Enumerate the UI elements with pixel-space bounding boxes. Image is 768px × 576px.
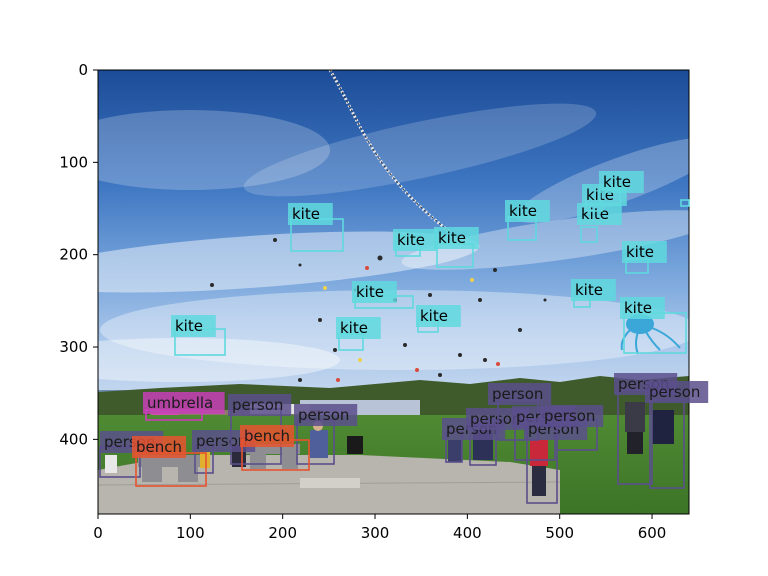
kite-label-bg bbox=[622, 241, 667, 263]
detection-kite: kite bbox=[393, 229, 438, 257]
y-tick-label: 0 bbox=[78, 61, 88, 79]
kite-label-bg bbox=[571, 279, 616, 301]
detection-umbrella: umbrella bbox=[143, 392, 225, 421]
kite-label: kite bbox=[509, 202, 537, 220]
detection-person: person bbox=[645, 381, 709, 489]
x-tick-label: 200 bbox=[268, 524, 297, 542]
kite-label-bg bbox=[288, 203, 333, 225]
person-label-bg bbox=[228, 394, 292, 416]
umbrella-label: umbrella bbox=[147, 394, 213, 412]
detection-person: person bbox=[192, 430, 256, 474]
kite-label: kite bbox=[438, 229, 466, 247]
detection-kite: kite bbox=[622, 241, 667, 274]
kite-label: kite bbox=[575, 281, 603, 299]
detection-kite bbox=[680, 199, 690, 207]
kite-label-bg bbox=[171, 315, 216, 337]
person-label: person bbox=[544, 407, 595, 425]
kite-label: kite bbox=[397, 231, 425, 249]
person-label: person bbox=[492, 385, 543, 403]
detection-kite: kite bbox=[336, 317, 381, 351]
y-tick-label: 300 bbox=[59, 338, 88, 356]
detection-bench: bench bbox=[240, 425, 310, 471]
detection-kite: kite bbox=[434, 227, 479, 268]
x-tick-label: 400 bbox=[453, 524, 482, 542]
x-tick-label: 300 bbox=[361, 524, 390, 542]
detection-person: person bbox=[488, 383, 552, 441]
person-label: person bbox=[232, 396, 283, 414]
kite-label: kite bbox=[603, 173, 631, 191]
detection-person: person bbox=[540, 405, 604, 451]
axes-frame bbox=[97, 69, 690, 515]
kite-label-bg bbox=[416, 305, 461, 327]
y-tick-label: 400 bbox=[59, 430, 88, 448]
person-label-bg bbox=[645, 381, 709, 403]
detection-kite: kite bbox=[571, 279, 616, 308]
kite-label: kite bbox=[175, 317, 203, 335]
detection-kite: kite bbox=[171, 315, 226, 356]
x-tick-label: 600 bbox=[638, 524, 667, 542]
detection-kite: kite bbox=[620, 297, 687, 354]
detection-person: person bbox=[294, 404, 358, 465]
kite-label: kite bbox=[626, 243, 654, 261]
detection-kite: kite bbox=[288, 203, 344, 252]
kite-label-bg bbox=[577, 203, 622, 225]
kite-label: kite bbox=[356, 283, 384, 301]
y-tick-label: 100 bbox=[59, 153, 88, 171]
detection-kite: kite bbox=[416, 305, 461, 333]
bench-label-bg bbox=[132, 436, 186, 458]
kite-label-bg bbox=[393, 229, 438, 251]
bench-label: bench bbox=[244, 427, 290, 445]
x-tick-label: 0 bbox=[93, 524, 103, 542]
clouds bbox=[98, 103, 689, 382]
kite-label-bg bbox=[352, 281, 397, 303]
kite-label-bg bbox=[620, 297, 665, 319]
person-label-bg bbox=[488, 383, 552, 405]
kite-label: kite bbox=[581, 205, 609, 223]
kite-label-bg bbox=[599, 171, 644, 193]
x-tick-label: 100 bbox=[176, 524, 205, 542]
detections-layer: kite kite kite kite kite kite kite kite kite kite… bbox=[99, 171, 709, 504]
kite-label-bg bbox=[505, 200, 550, 222]
detection-kite: kite bbox=[352, 281, 414, 309]
detection-kite: kite bbox=[505, 200, 550, 241]
person-label-bg bbox=[540, 405, 604, 427]
y-tick-label: 200 bbox=[59, 246, 88, 264]
kite-label: kite bbox=[624, 299, 652, 317]
person-label: person bbox=[196, 432, 247, 450]
person-label: person bbox=[649, 383, 700, 401]
person-label: person bbox=[470, 410, 521, 428]
kite-label-bg bbox=[336, 317, 381, 339]
axis-ticks: 0 100 200 300 400 500 600 0 100 200 300 400 bbox=[59, 61, 666, 542]
person-label-bg bbox=[294, 404, 358, 426]
kite-bbox bbox=[580, 226, 598, 243]
detection-kite: kite bbox=[599, 171, 644, 206]
kite-label: kite bbox=[340, 319, 368, 337]
bench-label: bench bbox=[136, 438, 182, 456]
umbrella-label-bg bbox=[143, 392, 225, 414]
x-tick-label: 500 bbox=[545, 524, 574, 542]
kite-bbox bbox=[680, 199, 690, 207]
person-label: person bbox=[298, 406, 349, 424]
kite-label: kite bbox=[292, 205, 320, 223]
kite-label-bg bbox=[434, 227, 479, 249]
person-label-bg bbox=[192, 430, 256, 452]
photo bbox=[98, 70, 689, 514]
detection-bench: bench bbox=[132, 436, 207, 487]
bench-label-bg bbox=[240, 425, 294, 447]
kite-label: kite bbox=[420, 307, 448, 325]
